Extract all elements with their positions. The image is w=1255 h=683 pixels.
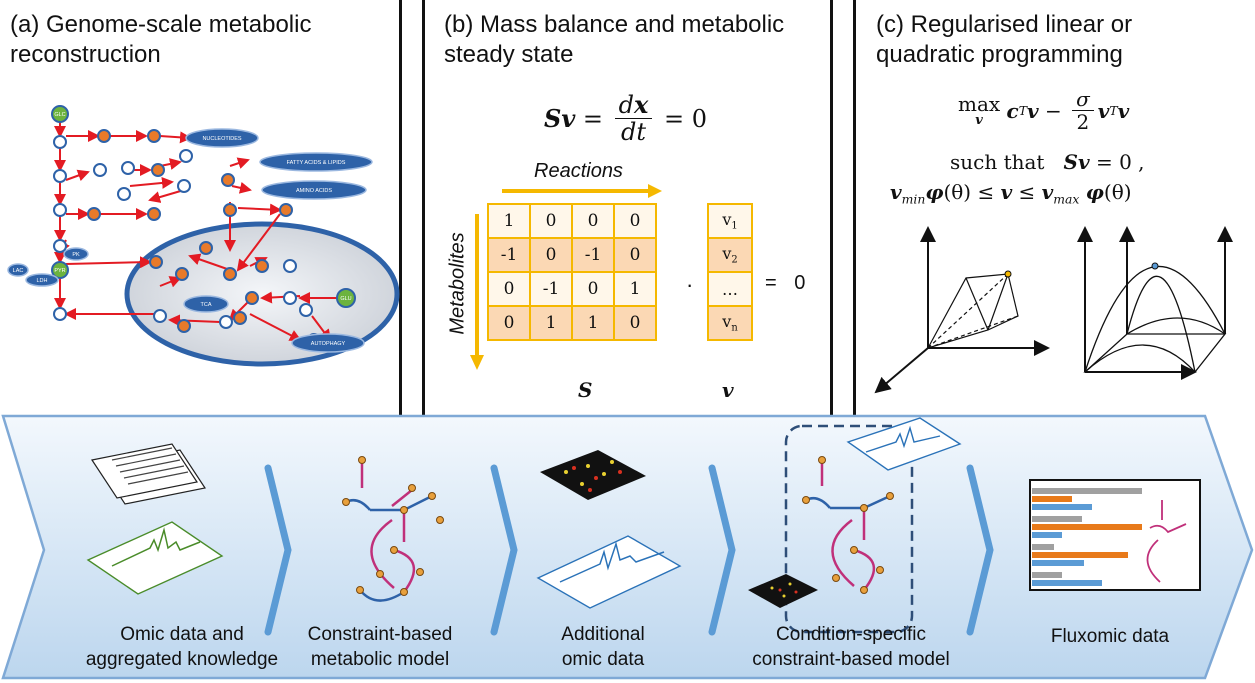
matrix-cell: 0 <box>613 237 657 273</box>
matrix-cell: -1 <box>487 237 531 273</box>
panel-c-title-line1: (c) Regularised linear or <box>876 11 1133 38</box>
metabolites-label: Metabolites <box>446 232 469 335</box>
spectrum-icon-2 <box>536 535 682 609</box>
panel-a-title-line1: (a) Genome-scale metabolic <box>10 11 312 38</box>
step-fluxomic-line1: Fluxomic data <box>1050 626 1170 647</box>
matrix-cell: 0 <box>571 271 615 307</box>
matrix-row: 1 0 0 0 <box>487 203 657 239</box>
reactions-label: Reactions <box>534 160 623 182</box>
matrix-cell: 1 <box>571 305 615 341</box>
matrix-cell: 0 <box>529 237 573 273</box>
reactions-arrow <box>502 184 662 198</box>
such-that-text: such that <box>950 150 1045 174</box>
divider-right-b <box>853 0 856 418</box>
matrix-row: -1 0 -1 0 <box>487 237 657 273</box>
microarray-icon <box>540 450 646 500</box>
flux-bar-chart-icon <box>1029 479 1201 591</box>
matrix-cell: 0 <box>613 305 657 341</box>
spectrum-icon-3 <box>846 417 962 471</box>
panel-a-title: (a) Genome-scale metabolic reconstructio… <box>10 10 311 70</box>
matrix-cell: 0 <box>613 203 657 239</box>
step-constraint-model-label: Constraint-based metabolic model <box>280 622 480 672</box>
autophagy-label: AUTOPHAGY <box>311 341 346 347</box>
matrix-cell: 0 <box>487 305 531 341</box>
panel-a-title-line2: reconstruction <box>10 41 161 68</box>
lac-label: LAC <box>13 268 24 274</box>
pyr-label: PYR <box>54 268 65 274</box>
tca-label: TCA <box>201 302 212 308</box>
ldh-label: LDH <box>36 278 47 284</box>
matrix-symbol: S <box>578 378 593 402</box>
spectrum-icon <box>86 521 224 595</box>
divider-right-a <box>830 0 833 418</box>
matrix-cell: 0 <box>571 203 615 239</box>
stoichiometric-matrix: 1 0 0 0 -1 0 -1 0 0 -1 0 1 0 1 1 0 <box>487 203 657 341</box>
panel-c-title: (c) Regularised linear or quadratic prog… <box>876 10 1132 70</box>
step-constraint-model-line1: Constraint-based <box>307 624 453 645</box>
step-additional-omic-line1: Additional <box>561 624 645 645</box>
quadratic-surface-diagram <box>1077 226 1233 380</box>
metabolic-network-diagram: GLC PYR PK LAC LDH TCA GLU NUCLEOTIDES F… <box>7 105 400 367</box>
matrix-cell: 0 <box>487 271 531 307</box>
step-condition-model-label: Condition-specific constraint-based mode… <box>726 622 976 672</box>
metabolic-model-icon <box>342 456 444 602</box>
metabolites-arrow <box>470 214 484 370</box>
divider-left-a <box>399 0 402 418</box>
maximum-point <box>1151 262 1159 270</box>
matrix-row: 0 1 1 0 <box>487 305 657 341</box>
dot-operator: · <box>686 272 694 297</box>
matrix-cell: 0 <box>529 203 573 239</box>
step-fluxomic-label: Fluxomic data <box>1020 624 1200 649</box>
panel-b-title: (b) Mass balance and metabolic steady st… <box>444 10 784 70</box>
panel-b-title-line1: (b) Mass balance and metabolic <box>444 11 785 38</box>
matrix-cell: -1 <box>529 271 573 307</box>
matrix-cell: -1 <box>571 237 615 273</box>
constraint-line: such that Sv = 0 , <box>950 150 1145 174</box>
glu-label: GLU <box>340 296 351 302</box>
step-condition-model-line1: Condition-specific <box>776 624 926 645</box>
step-constraint-model-line2: metabolic model <box>310 649 450 670</box>
panel-b-title-line2: steady state <box>444 41 574 68</box>
flux-vector: v1 v2 … vn <box>707 203 753 341</box>
matrix-cell: 1 <box>487 203 531 239</box>
optimum-point <box>1004 270 1012 278</box>
step-omic-data-line1: Omic data and <box>120 624 244 645</box>
matrix-row: 0 -1 0 1 <box>487 271 657 307</box>
vector-cell-v2: v2 <box>707 237 753 273</box>
step-omic-data-label: Omic data and aggregated knowledge <box>52 622 312 672</box>
equals-zero: = 0 <box>765 272 806 294</box>
step-condition-model-line2: constraint-based model <box>752 649 950 670</box>
workflow-banner <box>1 414 1254 680</box>
fatty-acids-label: FATTY ACIDS & LIPIDS <box>287 160 346 166</box>
pk-label: PK <box>72 252 80 258</box>
mass-balance-equation: Sv = dx dt = 0 <box>544 90 707 147</box>
vector-cell-v1: v1 <box>707 203 753 239</box>
divider-left-b <box>422 0 425 418</box>
matrix-cell: 1 <box>529 305 573 341</box>
glc-label: GLC <box>54 112 65 118</box>
vector-cell-ellipsis: … <box>707 271 753 307</box>
feasible-region-cone-diagram <box>874 226 1050 394</box>
documents-icon <box>91 443 206 505</box>
step-additional-omic-line2: omic data <box>561 649 645 670</box>
step-additional-omic-label: Additional omic data <box>518 622 688 672</box>
panel-c-title-line2: quadratic programming <box>876 41 1123 68</box>
condition-model-icon <box>802 456 894 594</box>
bounds-line: vminφ(θ) ≤ v ≤ vmax φ(θ) <box>890 180 1132 207</box>
vector-symbol: v <box>722 378 734 402</box>
amino-acids-label: AMINO ACIDS <box>296 188 332 194</box>
microarray-icon-2 <box>748 574 818 608</box>
vector-cell-vn: vn <box>707 305 753 341</box>
nucleotides-label: NUCLEOTIDES <box>202 136 241 142</box>
step-omic-data-line2: aggregated knowledge <box>85 649 279 670</box>
matrix-cell: 1 <box>613 271 657 307</box>
